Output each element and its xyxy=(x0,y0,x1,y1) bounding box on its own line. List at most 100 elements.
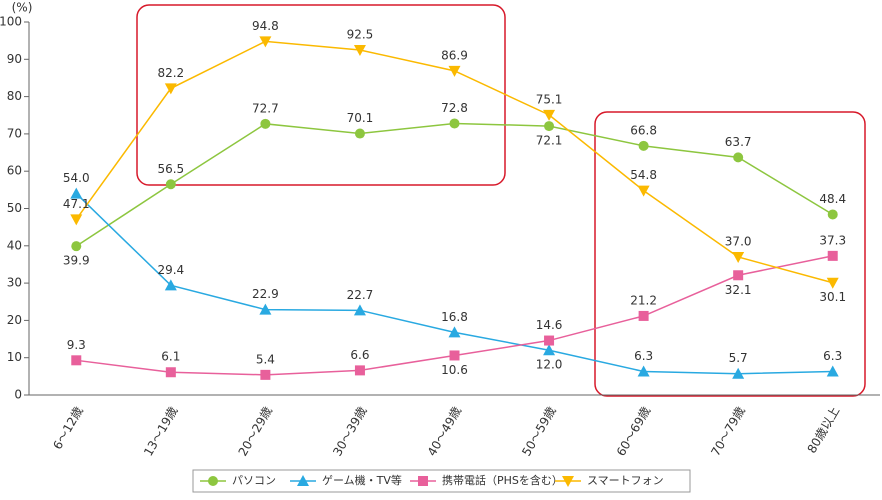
highlight-box xyxy=(594,111,866,397)
point xyxy=(826,365,839,377)
x-tick-label: 50～59歳 xyxy=(519,404,558,458)
point xyxy=(638,310,649,321)
point xyxy=(70,214,83,226)
legend-label: ゲーム機・TV等 xyxy=(322,473,402,487)
data-label: 54.0 xyxy=(63,171,90,185)
data-label: 21.2 xyxy=(630,293,657,307)
point xyxy=(71,355,82,366)
point xyxy=(638,140,649,151)
point xyxy=(544,121,555,132)
x-tick-label: 80歳以上 xyxy=(805,404,843,455)
point xyxy=(449,350,460,361)
data-label: 75.1 xyxy=(536,92,563,106)
point xyxy=(71,241,82,252)
y-tick-label: 60 xyxy=(7,164,22,178)
data-label: 5.7 xyxy=(729,351,748,365)
data-label: 48.4 xyxy=(819,192,846,206)
y-tick-label: 70 xyxy=(7,126,22,140)
data-label: 47.1 xyxy=(63,197,90,211)
y-tick-label: 30 xyxy=(7,276,22,290)
y-tick-label: 40 xyxy=(7,238,22,252)
data-label: 5.4 xyxy=(256,352,275,366)
legend-marker xyxy=(297,475,309,486)
y-tick-label: 0 xyxy=(14,388,22,402)
data-label: 54.8 xyxy=(630,168,657,182)
point xyxy=(164,279,177,291)
point xyxy=(543,109,556,121)
point xyxy=(448,65,461,77)
data-label: 66.8 xyxy=(630,123,657,137)
point xyxy=(544,335,555,346)
data-label: 94.8 xyxy=(252,19,279,33)
point xyxy=(164,83,177,95)
point xyxy=(259,303,272,315)
point xyxy=(637,185,650,197)
point xyxy=(449,118,460,129)
data-label: 56.5 xyxy=(157,162,184,176)
point xyxy=(827,209,838,220)
highlight-box xyxy=(136,4,506,186)
y-tick-label: 10 xyxy=(7,350,22,364)
y-tick-label: 90 xyxy=(7,52,22,66)
data-label: 70.1 xyxy=(347,111,374,125)
point xyxy=(354,365,365,376)
data-label: 12.0 xyxy=(536,358,563,372)
data-label: 86.9 xyxy=(441,48,468,62)
data-label: 37.0 xyxy=(725,234,752,248)
y-tick-label: 20 xyxy=(7,313,22,327)
point xyxy=(543,344,556,356)
x-tick-label: 60～69歳 xyxy=(614,404,653,458)
legend-label: パソコン xyxy=(232,474,276,487)
point xyxy=(732,367,745,379)
data-label: 22.7 xyxy=(347,288,374,302)
y-tick-label: 50 xyxy=(7,201,22,215)
x-tick-label: 70～79歳 xyxy=(708,404,747,458)
point xyxy=(733,270,744,281)
x-tick-label: 20～29歳 xyxy=(236,404,275,458)
legend-marker xyxy=(418,476,428,486)
legend xyxy=(192,469,691,493)
data-label: 6.3 xyxy=(634,349,653,363)
data-label: 29.4 xyxy=(157,263,184,277)
data-label: 63.7 xyxy=(725,135,752,149)
point xyxy=(260,369,271,380)
y-tick-label: 100 xyxy=(0,15,22,29)
point xyxy=(733,152,744,163)
data-label: 39.9 xyxy=(63,254,90,268)
data-label: 9.3 xyxy=(67,338,86,352)
point xyxy=(165,367,176,378)
legend-marker xyxy=(208,476,218,486)
x-tick-label: 13～19歳 xyxy=(141,404,180,458)
data-label: 6.3 xyxy=(823,349,842,363)
point xyxy=(353,304,366,316)
data-label: 82.2 xyxy=(157,66,184,80)
x-tick-label: 40～49歳 xyxy=(425,404,464,458)
x-tick-label: 30～39歳 xyxy=(330,404,369,458)
data-label: 72.8 xyxy=(441,101,468,115)
data-label: 6.6 xyxy=(350,348,369,362)
data-label: 92.5 xyxy=(347,27,374,41)
legend-marker xyxy=(562,476,574,487)
point xyxy=(448,326,461,338)
data-label: 22.9 xyxy=(252,287,279,301)
point xyxy=(353,44,366,56)
point xyxy=(826,277,839,289)
data-label: 72.7 xyxy=(252,101,279,115)
point xyxy=(827,250,838,261)
data-label: 37.3 xyxy=(819,233,846,247)
data-label: 6.1 xyxy=(161,350,180,364)
legend-label: スマートフォン xyxy=(587,474,664,487)
point xyxy=(260,118,271,129)
point xyxy=(259,36,272,48)
data-label: 10.6 xyxy=(441,363,468,377)
point xyxy=(70,187,83,199)
legend-label: 携帯電話（PHSを含む） xyxy=(442,473,563,487)
data-label: 16.8 xyxy=(441,310,468,324)
data-label: 14.6 xyxy=(536,318,563,332)
data-label: 32.1 xyxy=(725,283,752,297)
point xyxy=(165,179,176,190)
y-unit: (%) xyxy=(12,1,33,15)
data-label: 30.1 xyxy=(819,290,846,304)
